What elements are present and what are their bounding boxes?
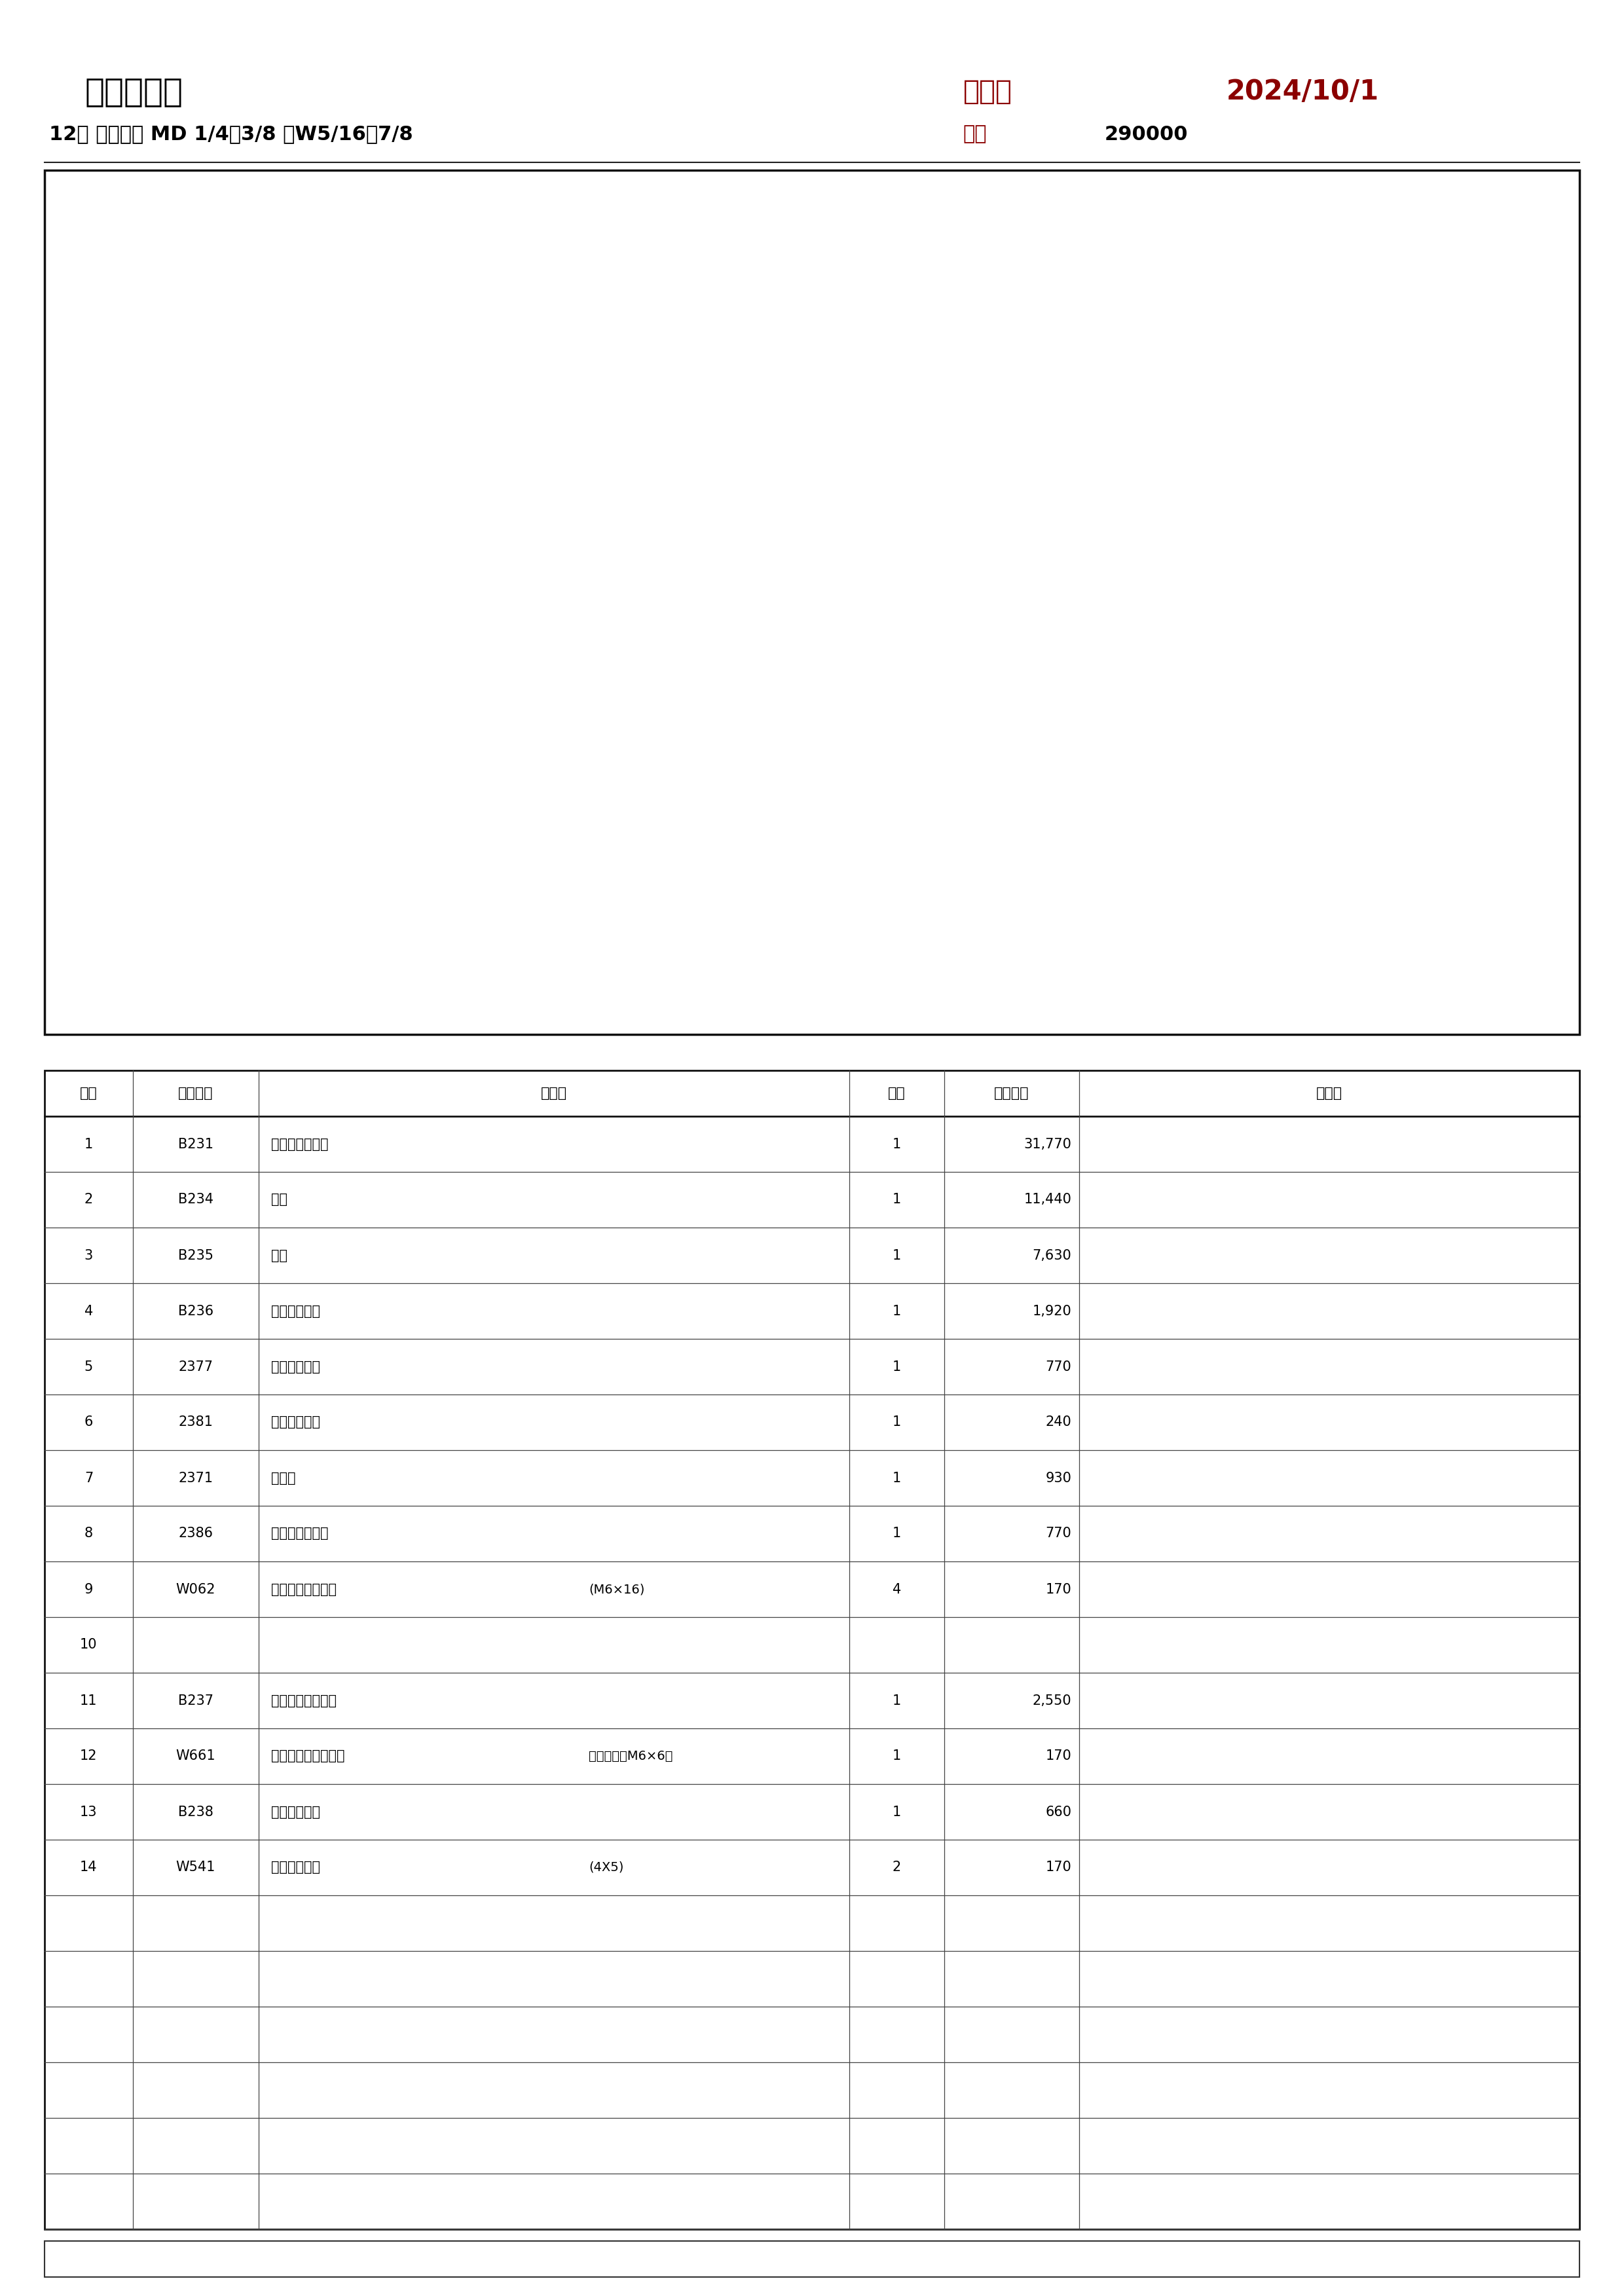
Text: B237: B237 <box>179 1694 213 1708</box>
Text: 170: 170 <box>1046 1862 1072 1874</box>
Text: 品　名: 品 名 <box>541 1086 567 1100</box>
Text: 13: 13 <box>80 1805 97 1818</box>
Text: 1: 1 <box>893 1750 901 1763</box>
Text: 品番: 品番 <box>963 124 987 145</box>
Text: 1: 1 <box>84 1137 93 1150</box>
Text: 660: 660 <box>1046 1805 1072 1818</box>
Text: 2377: 2377 <box>179 1359 213 1373</box>
Text: 290000: 290000 <box>1104 124 1187 145</box>
Text: 170: 170 <box>1046 1750 1072 1763</box>
Text: W541: W541 <box>175 1862 216 1874</box>
Text: 2,550: 2,550 <box>1033 1694 1072 1708</box>
Text: 丸蓋: 丸蓋 <box>271 1249 287 1263</box>
Text: 1: 1 <box>893 1805 901 1818</box>
Text: 六角穴付きボルト: 六角穴付きボルト <box>271 1582 336 1596</box>
Text: 5: 5 <box>84 1359 93 1373</box>
Text: 31,770: 31,770 <box>1023 1137 1072 1150</box>
Text: 2024/10/1: 2024/10/1 <box>1226 78 1379 106</box>
Text: 11,440: 11,440 <box>1023 1194 1072 1205</box>
Text: 7: 7 <box>84 1472 93 1486</box>
Text: 11: 11 <box>80 1694 97 1708</box>
Text: 偏心ハンドル: 偏心ハンドル <box>271 1304 320 1318</box>
Text: 2371: 2371 <box>179 1472 213 1486</box>
Text: 1: 1 <box>893 1249 901 1263</box>
Text: 930: 930 <box>1046 1472 1072 1486</box>
Text: W062: W062 <box>175 1582 216 1596</box>
Text: 摘　要: 摘 要 <box>1315 1086 1343 1100</box>
Text: 12． 手動切上 MD 1/4～3/8 ・W5/16～7/8: 12． 手動切上 MD 1/4～3/8 ・W5/16～7/8 <box>49 124 412 145</box>
Text: 3: 3 <box>84 1249 93 1263</box>
Text: 1: 1 <box>893 1359 901 1373</box>
Text: W661: W661 <box>175 1750 216 1763</box>
Text: 部品番号: 部品番号 <box>179 1086 213 1100</box>
Text: 7,630: 7,630 <box>1033 1249 1072 1263</box>
Text: 4: 4 <box>84 1304 93 1318</box>
Text: 770: 770 <box>1046 1527 1072 1541</box>
Text: (4X5): (4X5) <box>588 1862 624 1874</box>
Text: 六角穴付き止めねじ: 六角穴付き止めねじ <box>271 1750 344 1763</box>
Text: 数量: 数量 <box>888 1086 906 1100</box>
Text: 1: 1 <box>893 1694 901 1708</box>
Text: 1: 1 <box>893 1527 901 1541</box>
Text: B236: B236 <box>179 1304 213 1318</box>
Text: B238: B238 <box>179 1805 213 1818</box>
Text: 更新日: 更新日 <box>963 78 1012 106</box>
Text: 2381: 2381 <box>179 1417 213 1428</box>
Text: 9: 9 <box>84 1582 93 1596</box>
Text: 8: 8 <box>84 1527 93 1541</box>
Text: 2386: 2386 <box>179 1527 213 1541</box>
Text: 目盛プレート: 目盛プレート <box>271 1805 320 1818</box>
Text: ダイヘッド本体: ダイヘッド本体 <box>271 1137 328 1150</box>
Bar <box>44 1070 1580 2229</box>
Text: 14: 14 <box>80 1862 97 1874</box>
Text: 1: 1 <box>893 1472 901 1486</box>
Text: 2: 2 <box>84 1194 93 1205</box>
Text: 標準単価: 標準単価 <box>994 1086 1030 1100</box>
Text: 2: 2 <box>893 1862 901 1874</box>
Text: 4: 4 <box>893 1582 901 1596</box>
Text: B235: B235 <box>179 1249 213 1263</box>
Text: 偏心台: 偏心台 <box>271 1472 296 1486</box>
Text: 1: 1 <box>893 1304 901 1318</box>
Text: 170: 170 <box>1046 1582 1072 1596</box>
Text: ダイヘッド取付軸: ダイヘッド取付軸 <box>271 1694 336 1708</box>
Text: 1: 1 <box>893 1137 901 1150</box>
Text: 1: 1 <box>893 1194 901 1205</box>
Text: 12: 12 <box>80 1750 97 1763</box>
Bar <box>44 2241 1580 2278</box>
Text: （とがり先M6×6）: （とがり先M6×6） <box>588 1750 672 1763</box>
Text: 図番: 図番 <box>80 1086 97 1100</box>
Text: (M6×16): (M6×16) <box>588 1582 645 1596</box>
Text: エキセンボルト: エキセンボルト <box>271 1527 328 1541</box>
Text: トラス小ねじ: トラス小ねじ <box>271 1862 320 1874</box>
Text: B234: B234 <box>179 1194 213 1205</box>
Text: 1: 1 <box>893 1417 901 1428</box>
Text: ダイヘッド: ダイヘッド <box>84 76 184 108</box>
Bar <box>44 170 1580 1035</box>
Text: 10: 10 <box>80 1639 97 1651</box>
Text: B231: B231 <box>179 1137 213 1150</box>
Text: レバーナット: レバーナット <box>271 1359 320 1373</box>
Text: 770: 770 <box>1046 1359 1072 1373</box>
Text: 案内: 案内 <box>271 1194 287 1205</box>
Text: 1,920: 1,920 <box>1033 1304 1072 1318</box>
Text: エキセン座金: エキセン座金 <box>271 1417 320 1428</box>
Text: 240: 240 <box>1046 1417 1072 1428</box>
Text: 6: 6 <box>84 1417 93 1428</box>
